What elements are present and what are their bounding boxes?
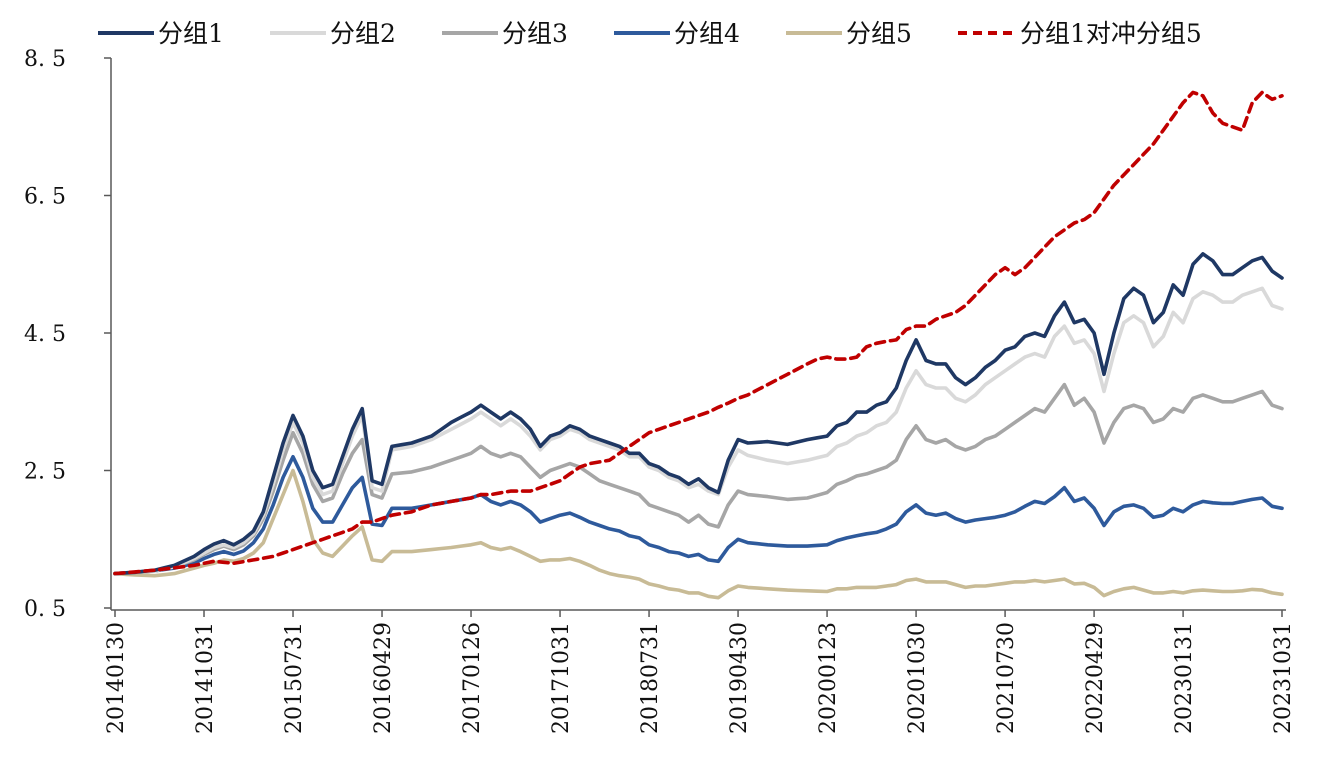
x-tick-label: 20231031 bbox=[1271, 622, 1296, 734]
legend-label-2: 分组2 bbox=[330, 19, 396, 48]
legend-label-6: 分组1对冲分组5 bbox=[1020, 19, 1202, 48]
series-line-3 bbox=[113, 382, 1284, 576]
x-tick-label: 20230131 bbox=[1172, 622, 1197, 734]
y-tick-label: 2. 5 bbox=[24, 460, 66, 485]
y-tick-label: 4. 5 bbox=[24, 322, 66, 347]
x-ticks: 20140130 20141031 20150731 20160429 20170126… bbox=[104, 610, 1296, 734]
y-ticks: 0. 5 2. 5 4. 5 6. 5 8. 5 bbox=[24, 47, 111, 622]
series-line-1 bbox=[113, 252, 1284, 576]
x-tick-label: 20201030 bbox=[905, 622, 930, 734]
y-tick-label: 6. 5 bbox=[24, 185, 66, 210]
series-line-2 bbox=[113, 286, 1284, 576]
x-tick-label: 20140130 bbox=[104, 622, 129, 734]
legend-label-5: 分组5 bbox=[846, 19, 912, 48]
legend-label-1: 分组1 bbox=[158, 19, 224, 48]
x-tick-label: 20220429 bbox=[1083, 622, 1108, 734]
legend: 分组1 分组2 分组3 分组4 分组5 分组1对冲分组5 bbox=[98, 19, 1202, 48]
legend-label-4: 分组4 bbox=[674, 19, 740, 48]
x-tick-label: 20190430 bbox=[727, 622, 752, 734]
x-tick-label: 20180731 bbox=[638, 622, 663, 734]
y-tick-label: 8. 5 bbox=[24, 47, 66, 72]
x-tick-label: 20171031 bbox=[549, 622, 574, 734]
axes bbox=[110, 58, 1286, 611]
x-tick-label: 20170126 bbox=[460, 622, 485, 734]
plot-lines bbox=[113, 90, 1284, 600]
x-tick-label: 20160429 bbox=[371, 622, 396, 734]
series-line-5 bbox=[113, 468, 1284, 600]
x-tick-label: 20141031 bbox=[193, 622, 218, 734]
y-tick-label: 0. 5 bbox=[24, 597, 66, 622]
x-tick-label: 20200123 bbox=[816, 622, 841, 734]
legend-label-3: 分组3 bbox=[502, 19, 568, 48]
x-tick-label: 20210730 bbox=[994, 622, 1019, 734]
x-tick-label: 20150731 bbox=[282, 622, 307, 734]
series-line-4 bbox=[113, 455, 1284, 576]
series-line-6 bbox=[113, 90, 1284, 576]
